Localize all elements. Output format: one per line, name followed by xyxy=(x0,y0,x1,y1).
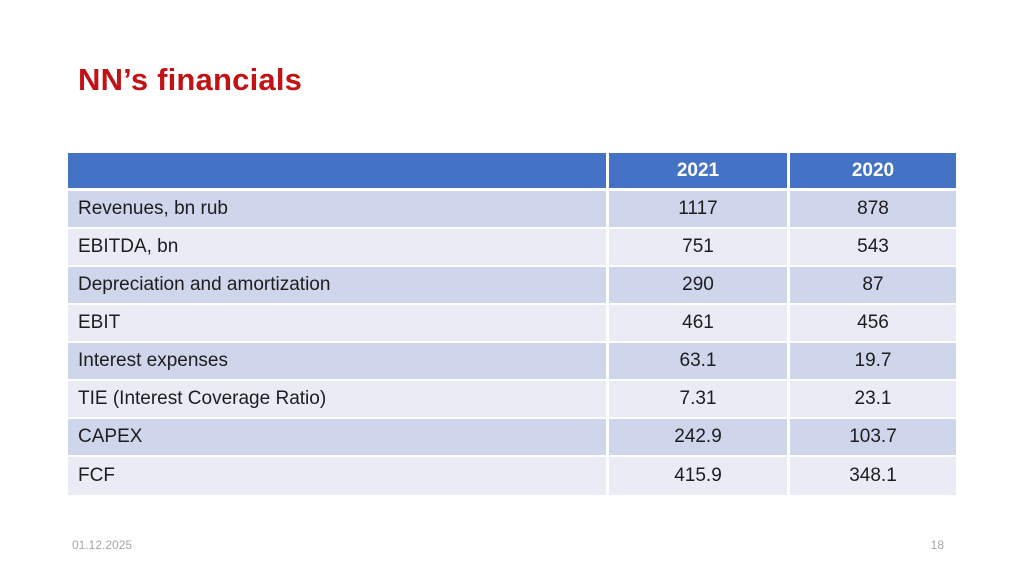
row-value-2021-cell: 242.9 xyxy=(609,419,790,457)
row-value-2021-cell: 290 xyxy=(609,267,790,305)
row-value-2020-cell: 87 xyxy=(790,267,956,305)
table-row: EBITDA, bn 751 543 xyxy=(68,229,956,267)
row-value-2020-cell: 19.7 xyxy=(790,343,956,381)
row-value-2021-cell: 7.31 xyxy=(609,381,790,419)
row-label-cell: FCF xyxy=(68,457,609,495)
row-value-2021-cell: 751 xyxy=(609,229,790,267)
table-body: Revenues, bn rub 1117 878 EBITDA, bn 751 543 D… xyxy=(68,191,956,495)
slide-date: 01.12.2025 xyxy=(72,538,133,552)
row-value-2021-cell: 461 xyxy=(609,305,790,343)
table-row: TIE (Interest Coverage Ratio) 7.31 23.1 xyxy=(68,381,956,419)
table-row: CAPEX 242.9 103.7 xyxy=(68,419,956,457)
row-label-cell: EBIT xyxy=(68,305,609,343)
table-row: FCF 415.9 348.1 xyxy=(68,457,956,495)
header-cell-2020: 2020 xyxy=(790,153,956,191)
table-header-row: 2021 2020 xyxy=(68,153,956,191)
row-label-cell: Depreciation and amortization xyxy=(68,267,609,305)
row-label-cell: Interest expenses xyxy=(68,343,609,381)
financials-table: 2021 2020 Revenues, bn rub 1117 878 EBITDA,… xyxy=(68,153,956,495)
row-value-2021-cell: 1117 xyxy=(609,191,790,229)
row-value-2020-cell: 23.1 xyxy=(790,381,956,419)
table-row: Interest expenses 63.1 19.7 xyxy=(68,343,956,381)
row-value-2020-cell: 348.1 xyxy=(790,457,956,495)
row-label-cell: Revenues, bn rub xyxy=(68,191,609,229)
row-value-2021-cell: 415.9 xyxy=(609,457,790,495)
header-cell-blank xyxy=(68,153,609,191)
row-value-2020-cell: 456 xyxy=(790,305,956,343)
row-label-cell: CAPEX xyxy=(68,419,609,457)
row-value-2021-cell: 63.1 xyxy=(609,343,790,381)
row-label-cell: TIE (Interest Coverage Ratio) xyxy=(68,381,609,419)
table-row: EBIT 461 456 xyxy=(68,305,956,343)
header-cell-2021: 2021 xyxy=(609,153,790,191)
slide-title: NN’s financials xyxy=(78,62,303,97)
row-label-cell: EBITDA, bn xyxy=(68,229,609,267)
row-value-2020-cell: 103.7 xyxy=(790,419,956,457)
page-number: 18 xyxy=(930,538,944,552)
row-value-2020-cell: 878 xyxy=(790,191,956,229)
table-row: Revenues, bn rub 1117 878 xyxy=(68,191,956,229)
row-value-2020-cell: 543 xyxy=(790,229,956,267)
table-row: Depreciation and amortization 290 87 xyxy=(68,267,956,305)
